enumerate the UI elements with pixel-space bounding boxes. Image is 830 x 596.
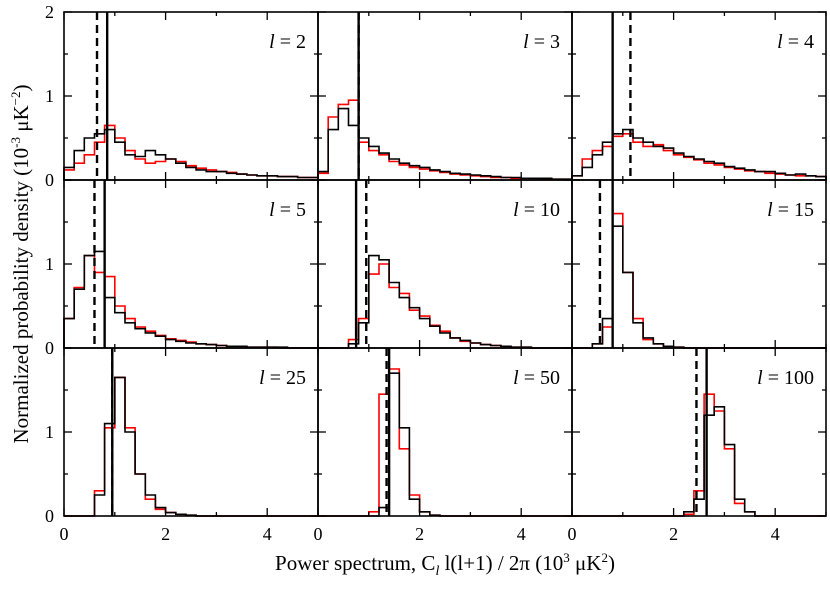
panel-l-25: l = 25 0 1 0 2 4 xyxy=(45,347,319,544)
y-tick-label: 2 xyxy=(45,2,54,22)
x-tick-label: 4 xyxy=(263,524,272,544)
y-axis-title: Normalized probability density (10-3 μK−… xyxy=(8,84,33,443)
y-tick-label: 0 xyxy=(45,506,54,526)
x-tick-label: 0 xyxy=(568,524,577,544)
histogram-red-l-3 xyxy=(317,99,573,180)
panel-label-l-50: l = 50 xyxy=(513,367,560,389)
histogram-red-l-5 xyxy=(63,254,318,349)
panel-label-l-25: l = 25 xyxy=(259,367,306,389)
histogram-black-l-2 xyxy=(63,128,319,180)
x-tick-label: 2 xyxy=(415,524,424,544)
x-tick-label: 2 xyxy=(161,524,170,544)
panel-label-l-5: l = 5 xyxy=(269,199,306,221)
panel-l-3: l = 3 xyxy=(317,11,573,181)
histogram-black-l-5 xyxy=(63,250,318,349)
x-axis-title: Power spectrum, Cl l(l+1) / 2π (103 μK2) xyxy=(275,550,615,579)
panel-label-l-3: l = 3 xyxy=(523,31,560,53)
histogram-red-l-50 xyxy=(318,368,572,517)
y-tick-label: 0 xyxy=(45,338,54,358)
y-tick-label: 1 xyxy=(45,86,54,106)
panel-label-l-4: l = 4 xyxy=(777,31,814,53)
histogram-red-l-100 xyxy=(572,393,826,517)
panel-l-10: l = 10 xyxy=(317,179,573,349)
histogram-black-l-50 xyxy=(318,372,572,517)
panel-l-100: l = 100 0 2 4 xyxy=(568,347,827,544)
histogram-black-l-15 xyxy=(572,225,826,349)
x-tick-label: 0 xyxy=(314,524,323,544)
panel-l-2: l = 2 0 1 2 xyxy=(45,2,319,190)
panel-label-l-15: l = 15 xyxy=(767,199,814,221)
panel-l-50: l = 50 0 2 4 xyxy=(314,347,573,544)
y-tick-label: 0 xyxy=(45,170,54,190)
x-tick-label: 2 xyxy=(669,524,678,544)
panel-label-l-100: l = 100 xyxy=(757,367,814,389)
histogram-black-l-10 xyxy=(318,254,572,349)
panel-label-l-10: l = 10 xyxy=(513,199,560,221)
histogram-red-l-15 xyxy=(572,212,826,349)
histogram-black-l-4 xyxy=(571,128,827,180)
panel-label-l-2: l = 2 xyxy=(269,31,306,53)
x-tick-label: 4 xyxy=(517,524,526,544)
histogram-black-l-25 xyxy=(64,376,318,517)
y-tick-label: 1 xyxy=(45,422,54,442)
histogram-red-l-4 xyxy=(571,133,827,180)
histogram-black-l-100 xyxy=(572,406,826,517)
x-tick-label: 4 xyxy=(771,524,780,544)
panel-l-15: l = 15 xyxy=(571,179,827,349)
histogram-black-l-3 xyxy=(317,107,573,180)
y-tick-label: 1 xyxy=(45,254,54,274)
x-tick-label: 0 xyxy=(60,524,69,544)
panel-l-5: l = 5 0 1 xyxy=(45,179,319,358)
panel-l-4: l = 4 xyxy=(571,11,827,181)
